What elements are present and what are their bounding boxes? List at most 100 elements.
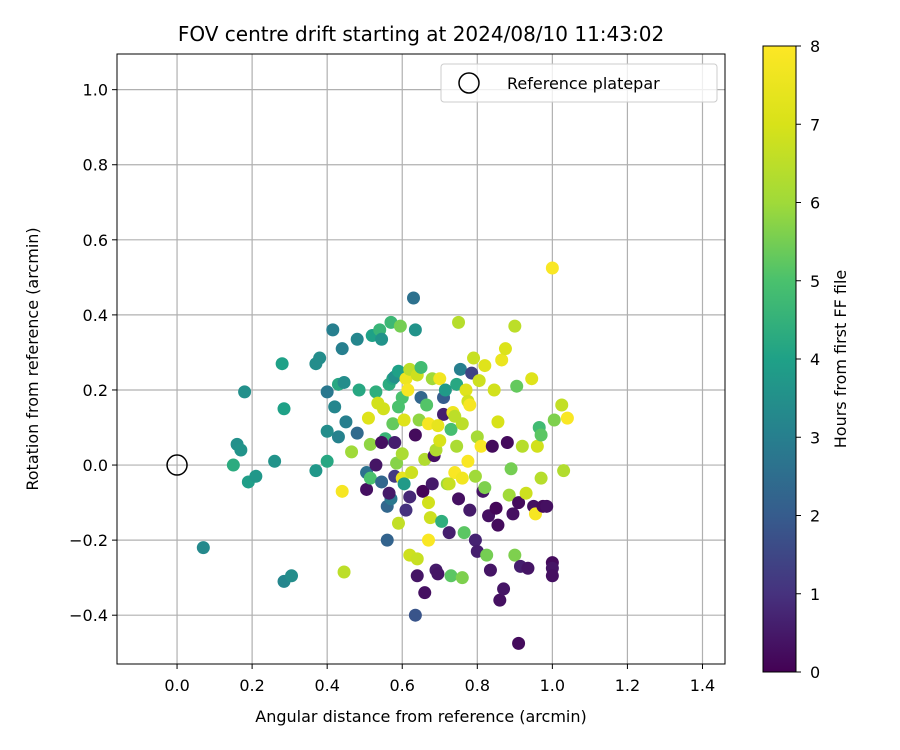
data-point [545, 261, 559, 275]
data-point [408, 323, 422, 337]
data-point [397, 413, 411, 427]
y-tick-label: −0.2 [69, 531, 108, 550]
data-point [320, 385, 334, 399]
data-point [391, 516, 405, 530]
data-point [497, 582, 511, 596]
data-point [249, 469, 263, 483]
data-point [487, 383, 501, 397]
data-point [414, 360, 428, 374]
data-point [515, 439, 529, 453]
data-point [401, 383, 415, 397]
data-point [512, 496, 526, 510]
data-point [474, 439, 488, 453]
data-point [534, 471, 548, 485]
data-point [452, 492, 466, 506]
x-tick-label: 1.4 [690, 676, 715, 695]
data-point [395, 447, 409, 461]
data-point [491, 415, 505, 429]
data-point [455, 571, 469, 585]
data-point [326, 323, 340, 337]
data-point [431, 567, 445, 581]
data-point [483, 563, 497, 577]
data-point [390, 456, 404, 470]
colorbar-gradient [762, 45, 797, 673]
data-point [438, 383, 452, 397]
colorbar-tick-label: 2 [810, 507, 820, 526]
data-point [313, 351, 327, 365]
colorbar-tick-label: 7 [810, 115, 820, 134]
data-point [386, 417, 400, 431]
data-point [448, 409, 462, 423]
x-tick-label: 1.2 [615, 676, 640, 695]
data-point [519, 486, 533, 500]
data-point [277, 402, 291, 416]
data-point [560, 411, 574, 425]
data-point [555, 398, 569, 412]
data-point [268, 454, 282, 468]
chart-title: FOV centre drift starting at 2024/08/10 … [178, 22, 664, 46]
data-point [361, 411, 375, 425]
colorbar-tick-label: 6 [810, 194, 820, 213]
data-point [461, 454, 475, 468]
data-point [450, 439, 464, 453]
data-point [335, 484, 349, 498]
data-point [380, 533, 394, 547]
data-point [453, 362, 467, 376]
data-point [545, 569, 559, 583]
data-point [422, 496, 436, 510]
data-point [478, 359, 492, 373]
data-point [495, 353, 509, 367]
data-point [468, 469, 482, 483]
data-point [459, 383, 473, 397]
data-point [285, 569, 299, 583]
data-point [431, 419, 445, 433]
colorbar-tick-label: 8 [810, 37, 820, 56]
data-point [455, 471, 469, 485]
data-point [375, 475, 389, 489]
data-point [226, 458, 240, 472]
data-point [410, 552, 424, 566]
data-point [339, 415, 353, 429]
x-tick-label: 0.8 [465, 676, 490, 695]
data-point [405, 466, 419, 480]
data-point [352, 383, 366, 397]
data-point [463, 503, 477, 517]
data-point [420, 398, 434, 412]
colorbar-tick-label: 5 [810, 272, 820, 291]
data-point [508, 319, 522, 333]
data-point [369, 458, 383, 472]
x-tick-label: 0.2 [239, 676, 264, 695]
data-point [320, 454, 334, 468]
data-point [498, 342, 512, 356]
data-point [309, 464, 323, 478]
data-point [450, 377, 464, 391]
data-point [350, 426, 364, 440]
data-point [525, 372, 539, 386]
data-point [369, 385, 383, 399]
data-point [376, 402, 390, 416]
data-point [422, 533, 436, 547]
legend: Reference platepar [440, 63, 718, 103]
data-point [416, 484, 430, 498]
data-point [363, 437, 377, 451]
data-point [238, 385, 252, 399]
data-point [506, 507, 520, 521]
colorbar-tick-label: 1 [810, 585, 820, 604]
data-point [489, 501, 503, 515]
x-axis-label: Angular distance from reference (arcmin) [255, 707, 586, 726]
data-point [408, 608, 422, 622]
data-point [468, 533, 482, 547]
x-tick-label: 0.4 [314, 676, 339, 695]
data-point [534, 428, 548, 442]
x-tick-label: 0.6 [390, 676, 415, 695]
data-point [382, 486, 396, 500]
data-point [410, 569, 424, 583]
legend-box [440, 63, 718, 103]
data-point [337, 565, 351, 579]
y-tick-label: 0.8 [83, 156, 108, 175]
x-axis-ticks: 0.0 0.2 0.4 0.6 0.8 1.0 1.2 1.4 [164, 664, 715, 695]
data-point [442, 526, 456, 540]
data-point [320, 424, 334, 438]
y-tick-label: 0.6 [83, 231, 108, 250]
